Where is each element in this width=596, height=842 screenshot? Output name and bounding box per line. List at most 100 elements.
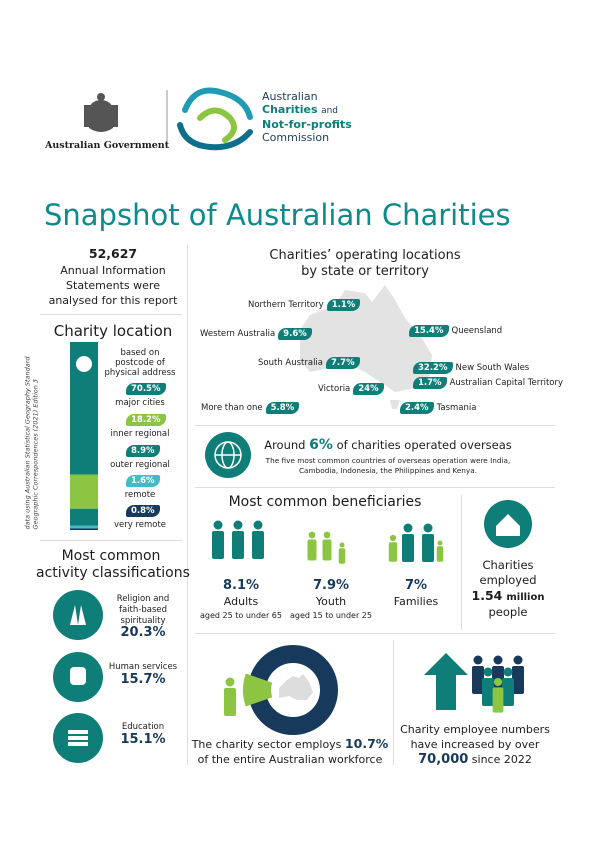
commission-line: and — [321, 106, 338, 116]
acnc-logo — [177, 87, 253, 151]
commission-line: Australian — [262, 90, 318, 103]
location-name: inner regional — [110, 429, 170, 439]
activity-value: 15.1% — [120, 732, 166, 747]
person-head — [403, 523, 413, 533]
person-body — [402, 534, 414, 562]
person-body — [338, 548, 346, 564]
location-name: major cities — [115, 398, 165, 408]
person-body — [436, 546, 444, 562]
person-body — [482, 678, 494, 706]
donut — [242, 645, 338, 735]
person-head — [437, 540, 443, 546]
person-head — [323, 531, 331, 539]
text-line: Statements were — [66, 279, 160, 292]
religion-icon — [53, 590, 103, 640]
text-line: activity classifications — [36, 565, 190, 581]
divider — [40, 314, 182, 315]
state-value: 2.4% — [400, 402, 434, 414]
state-value: 7.7% — [326, 357, 360, 369]
state-value: 15.4% — [409, 325, 449, 337]
text-line: people — [488, 605, 528, 619]
donut-share — [242, 673, 273, 707]
person-head — [339, 542, 345, 548]
person-head — [513, 655, 523, 665]
text: since 2022 — [471, 753, 532, 766]
statement-text: Annual Information Statements were analyse… — [40, 263, 186, 308]
page-title: Snapshot of Australian Charities — [44, 198, 511, 232]
location-value: 1.6% — [126, 475, 160, 487]
person-body — [422, 534, 434, 562]
activity: Religion and faith-based spirituality 20.3… — [108, 594, 178, 639]
pill-row: 70.5% — [100, 383, 180, 396]
commission-line: Commission — [262, 131, 330, 144]
person-body — [232, 531, 244, 559]
state-value: 5.8% — [265, 402, 300, 414]
pin-icon — [76, 356, 92, 372]
state-item: 32.2% New South Wales — [413, 362, 529, 374]
location-value: 0.8% — [126, 505, 160, 517]
location-basis: based on postcode of physical address — [100, 348, 180, 378]
activity-glyphs — [68, 605, 88, 746]
person-body — [512, 666, 524, 694]
workforce-text: The charity sector employs 10.7% of the e… — [190, 736, 390, 767]
state-item: More than one 5.8% — [201, 402, 300, 414]
person-body — [388, 542, 398, 562]
person-head — [233, 520, 243, 530]
text-line: Charity employee numbers — [400, 723, 550, 736]
divider — [195, 633, 555, 634]
beneficiary-value: 7% — [404, 578, 428, 593]
state-name: Tasmania — [436, 403, 477, 413]
pill-row: 1.6% — [100, 475, 180, 488]
person-head — [423, 523, 433, 533]
beneficiary: 8.1% Adults aged 25 to under 65 — [197, 578, 285, 620]
location-item: 8.9% outer regional — [100, 445, 180, 470]
text: of charities operated overseas — [336, 438, 512, 452]
text-line: postcode of — [115, 358, 165, 368]
divider — [40, 540, 182, 541]
person-head — [473, 655, 483, 665]
beneficiary: 7.9% Youth aged 15 to under 25 — [287, 578, 375, 620]
text-line: have increased by over — [410, 738, 540, 751]
location-item: 0.8% very remote — [100, 505, 180, 530]
state-value: 24% — [353, 383, 384, 395]
person-body — [252, 531, 264, 559]
employed-unit: million — [506, 592, 545, 603]
person-head — [253, 520, 263, 530]
person-head — [213, 520, 223, 530]
state-name: Australian Capital Territory — [449, 378, 564, 388]
beneficiaries-title: Most common beneficiaries — [228, 494, 422, 510]
person-body — [502, 678, 514, 706]
text-line: Annual Information — [60, 264, 166, 277]
state-item: South Australia 7.7% — [258, 357, 360, 369]
location-item: 1.6% remote — [100, 475, 180, 500]
text-line: Charities’ operating locations — [269, 248, 461, 263]
state-value: 1.7% — [413, 377, 447, 389]
text: of the entire Australian workforce — [197, 753, 383, 766]
house-shape — [496, 514, 520, 536]
state-name: Victoria — [318, 384, 351, 394]
activity-value: 15.7% — [120, 672, 166, 687]
text-line: Cambodia, Indonesia, the Philippines and… — [298, 466, 478, 475]
location-name: remote — [124, 490, 156, 500]
growth-arrow — [424, 653, 468, 710]
text-line: physical address — [104, 368, 176, 378]
workforce-value: 10.7% — [344, 736, 389, 751]
person-body — [224, 688, 236, 716]
employed: Charities employed 1.54 million people — [463, 558, 553, 620]
beneficiary-value: 7.9% — [312, 578, 350, 593]
person-head — [493, 677, 503, 687]
text-line: Most common — [61, 548, 161, 564]
person-body — [322, 539, 332, 561]
location-item: 70.5% major cities — [100, 383, 180, 408]
commission-name: Australian Charities and Not-for-profits… — [262, 90, 352, 144]
overseas-headline: Around 6% of charities operated overseas — [258, 437, 518, 453]
text-line: Human services — [108, 662, 178, 672]
australia-map — [300, 285, 432, 409]
text-line: based on — [120, 348, 160, 358]
location-item: 18.2% inner regional — [100, 414, 180, 439]
state-item: 2.4% Tasmania — [400, 402, 476, 414]
person-head — [308, 531, 316, 539]
growth-text: Charity employee numbers have increased b… — [395, 722, 555, 767]
state-item: Northern Territory 1.1% — [248, 299, 361, 311]
person-head — [493, 655, 503, 665]
